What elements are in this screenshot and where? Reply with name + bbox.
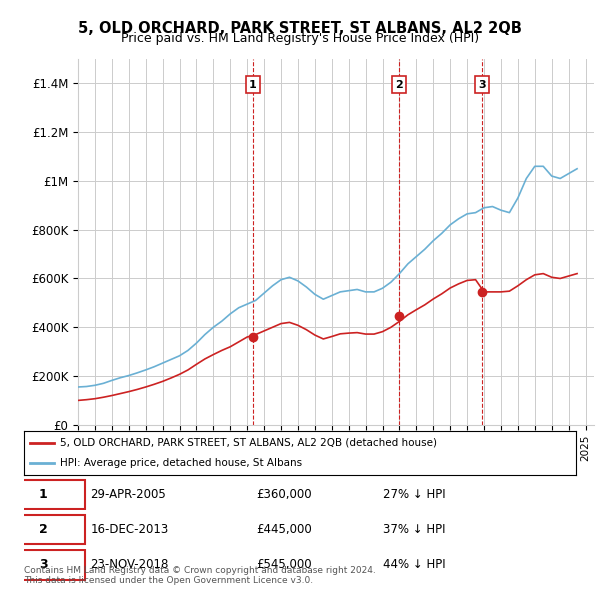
Text: 3: 3 [39, 558, 47, 572]
Text: £445,000: £445,000 [256, 523, 311, 536]
Text: Contains HM Land Registry data © Crown copyright and database right 2024.
This d: Contains HM Land Registry data © Crown c… [24, 566, 376, 585]
Text: Price paid vs. HM Land Registry's House Price Index (HPI): Price paid vs. HM Land Registry's House … [121, 32, 479, 45]
Text: 1: 1 [39, 487, 47, 501]
Text: 1: 1 [249, 80, 257, 90]
Text: 29-APR-2005: 29-APR-2005 [90, 487, 166, 501]
FancyBboxPatch shape [2, 550, 85, 579]
Text: 16-DEC-2013: 16-DEC-2013 [90, 523, 169, 536]
Text: 2: 2 [395, 80, 403, 90]
Text: 23-NOV-2018: 23-NOV-2018 [90, 558, 169, 572]
Text: 5, OLD ORCHARD, PARK STREET, ST ALBANS, AL2 2QB (detached house): 5, OLD ORCHARD, PARK STREET, ST ALBANS, … [60, 438, 437, 448]
Text: 5, OLD ORCHARD, PARK STREET, ST ALBANS, AL2 2QB: 5, OLD ORCHARD, PARK STREET, ST ALBANS, … [78, 21, 522, 35]
FancyBboxPatch shape [2, 480, 85, 509]
Text: 2: 2 [39, 523, 47, 536]
Text: 37% ↓ HPI: 37% ↓ HPI [383, 523, 445, 536]
FancyBboxPatch shape [2, 515, 85, 544]
Text: £545,000: £545,000 [256, 558, 311, 572]
Text: 3: 3 [479, 80, 486, 90]
Text: £360,000: £360,000 [256, 487, 311, 501]
Text: 44% ↓ HPI: 44% ↓ HPI [383, 558, 445, 572]
Text: 27% ↓ HPI: 27% ↓ HPI [383, 487, 445, 501]
Text: HPI: Average price, detached house, St Albans: HPI: Average price, detached house, St A… [60, 458, 302, 468]
